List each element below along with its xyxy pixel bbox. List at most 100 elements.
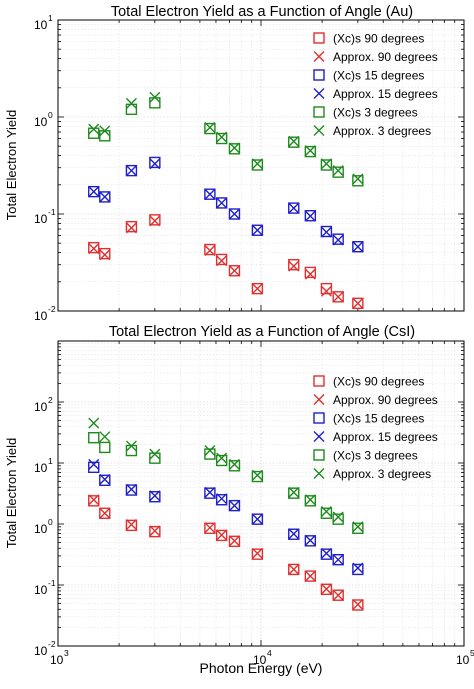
legend-marker xyxy=(313,106,325,118)
data-point-square xyxy=(332,233,344,245)
data-point-square xyxy=(215,529,228,542)
data-point-square xyxy=(228,265,241,277)
data-point-x xyxy=(99,507,111,519)
svg-text:1: 1 xyxy=(48,456,53,466)
data-point-x xyxy=(304,145,316,157)
legend-label: (Xc)s 3 degrees xyxy=(333,449,418,463)
data-point-square xyxy=(88,241,100,254)
data-point-square xyxy=(288,563,300,576)
data-point-square xyxy=(99,474,111,487)
data-point-square xyxy=(332,291,344,303)
legend-item: (Xc)s 15 degrees xyxy=(313,412,424,426)
data-point-x xyxy=(125,519,137,531)
legend-label: Approx. 15 degrees xyxy=(333,87,438,101)
data-point-x xyxy=(251,224,263,236)
data-point-square xyxy=(215,494,228,506)
data-point-square xyxy=(288,528,300,540)
chart-au-ylabel: Total Electron Yield xyxy=(4,110,19,221)
svg-text:0: 0 xyxy=(48,517,53,527)
data-point-square xyxy=(352,522,364,535)
ytick-label: 10 -1 xyxy=(34,207,56,226)
legend-item: Approx. 90 degrees xyxy=(313,50,438,64)
legend-item: Approx. 90 degrees xyxy=(313,393,438,407)
legend-label: (Xc)s 15 degrees xyxy=(333,412,424,426)
legend-marker xyxy=(313,375,325,387)
chart-csi-ticks xyxy=(58,341,464,646)
data-point-square xyxy=(304,495,317,507)
data-point-square xyxy=(352,175,364,187)
data-point-x xyxy=(332,589,344,601)
data-point-x xyxy=(216,452,228,464)
data-point-square xyxy=(251,513,264,525)
chart-csi-legend: (Xc)s 90 degrees Approx. 90 degrees (Xc)s … xyxy=(313,375,438,481)
data-point-square xyxy=(320,282,333,295)
chart-csi-ylabel: Total Electron Yield xyxy=(4,438,19,549)
data-point-x xyxy=(228,458,240,470)
data-point-x xyxy=(352,173,364,185)
ytick-label: 10 -2 xyxy=(34,304,56,323)
series-3 xyxy=(88,158,364,253)
data-point-x xyxy=(99,125,111,137)
svg-text:0: 0 xyxy=(48,110,53,120)
data-point-x xyxy=(320,583,332,595)
data-point-x xyxy=(352,562,364,574)
data-point-square xyxy=(125,484,138,496)
data-point-square xyxy=(332,513,344,525)
legend-item: (Xc)s 3 degrees xyxy=(313,449,418,463)
legend-label: Approx. 90 degrees xyxy=(333,393,438,407)
data-point-x xyxy=(320,226,332,238)
data-point-square xyxy=(288,259,300,271)
legend-label: (Xc)s 90 degrees xyxy=(333,32,424,46)
svg-text:10: 10 xyxy=(34,400,48,414)
legend-marker xyxy=(313,51,325,62)
legend-item: Approx. 3 degrees xyxy=(313,467,431,481)
xtick-label: 10 5 xyxy=(456,648,474,667)
data-point-square xyxy=(251,159,264,171)
xtick-label: 10 4 xyxy=(253,648,272,667)
legend-marker xyxy=(313,394,325,405)
data-point-square xyxy=(304,535,317,547)
data-point-x xyxy=(251,283,263,295)
legend-label: Approx. 15 degrees xyxy=(333,430,438,444)
data-point-square xyxy=(332,589,344,601)
legend-label: (Xc)s 3 degrees xyxy=(333,106,418,120)
data-point-x xyxy=(204,445,216,457)
data-point-x xyxy=(216,255,228,267)
data-point-x xyxy=(352,241,364,253)
data-point-square xyxy=(320,583,333,596)
data-point-square xyxy=(99,130,111,142)
data-point-x xyxy=(304,534,316,546)
data-point-square xyxy=(332,166,344,178)
data-point-square xyxy=(320,159,333,171)
data-point-square xyxy=(352,563,364,576)
legend-label: Approx. 3 degrees xyxy=(333,467,431,481)
data-point-square xyxy=(125,164,138,177)
data-point-square xyxy=(304,570,317,582)
data-point-x xyxy=(204,486,216,498)
data-point-x xyxy=(352,521,364,533)
data-point-x xyxy=(216,529,228,541)
chart-au-legend: (Xc)s 90 degrees Approx. 90 degrees (Xc)s … xyxy=(313,32,438,138)
svg-text:10: 10 xyxy=(50,653,64,667)
svg-text:10: 10 xyxy=(456,653,470,667)
legend-label: (Xc)s 90 degrees xyxy=(333,375,424,389)
data-point-square xyxy=(332,553,344,566)
svg-text:10: 10 xyxy=(34,461,48,475)
xtick-label: 10 3 xyxy=(50,648,69,667)
chart-au: Total Electron Yield as a Function of An… xyxy=(4,4,465,323)
svg-text:2: 2 xyxy=(48,395,53,405)
data-point-square xyxy=(320,548,333,560)
data-point-x xyxy=(304,570,316,582)
data-point-square xyxy=(149,214,161,226)
data-point-x xyxy=(125,440,137,452)
data-point-x xyxy=(88,417,100,429)
data-point-x xyxy=(352,297,364,309)
chart-au-title: Total Electron Yield as a Function of An… xyxy=(111,4,413,20)
series-0 xyxy=(88,495,364,611)
data-point-square xyxy=(125,444,138,457)
svg-text:5: 5 xyxy=(470,648,474,658)
chart-csi-marks xyxy=(88,417,364,611)
data-point-x xyxy=(88,243,100,255)
data-point-x xyxy=(99,249,111,261)
